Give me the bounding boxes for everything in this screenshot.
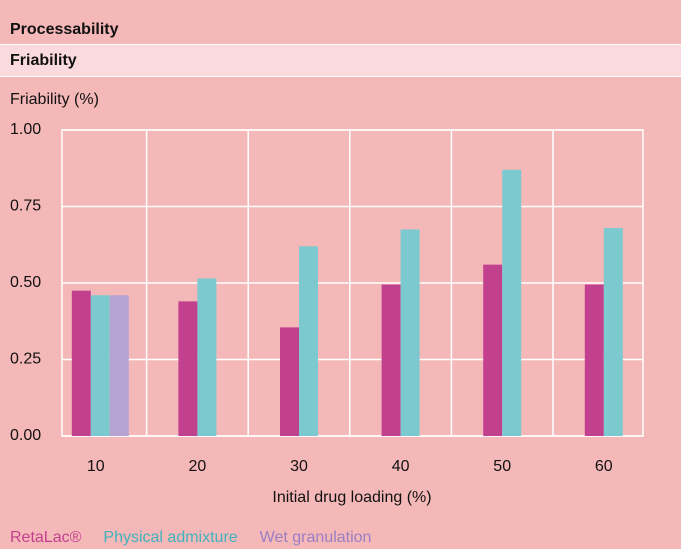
y-tick-label: 0.25 [10,351,41,368]
bar [584,284,604,436]
y-axis-label: Friability (%) [10,91,99,108]
subtitle-bar [0,45,681,76]
bar [71,290,91,436]
bar [90,295,110,436]
y-tick-label: 1.00 [10,121,41,138]
x-tick-label: 60 [595,458,613,475]
bar [603,227,623,436]
x-tick-label: 20 [189,458,207,475]
chart-subtitle: Friability [10,52,77,69]
bar [381,284,401,436]
bar [299,246,318,436]
bar [502,169,522,436]
bar [483,264,503,436]
x-axis-label: Initial drug loading (%) [272,489,431,506]
bar [280,327,299,436]
x-tick-label: 30 [290,458,308,475]
x-tick-label: 40 [392,458,410,475]
title-bar [0,14,681,44]
chart-title: Processability [10,21,119,38]
bar [400,229,420,436]
y-tick-label: 0.50 [10,274,41,291]
x-tick-label: 50 [493,458,511,475]
legend-entry: Physical admixture [103,529,237,546]
y-tick-label: 0.75 [10,198,41,215]
bar [178,301,198,436]
legend-entry: RetaLac® [10,529,82,546]
bar [109,295,129,436]
y-tick-label: 0.00 [10,427,41,444]
bar [197,278,217,436]
legend-entry: Wet granulation [260,529,372,546]
x-tick-label: 10 [87,458,105,475]
